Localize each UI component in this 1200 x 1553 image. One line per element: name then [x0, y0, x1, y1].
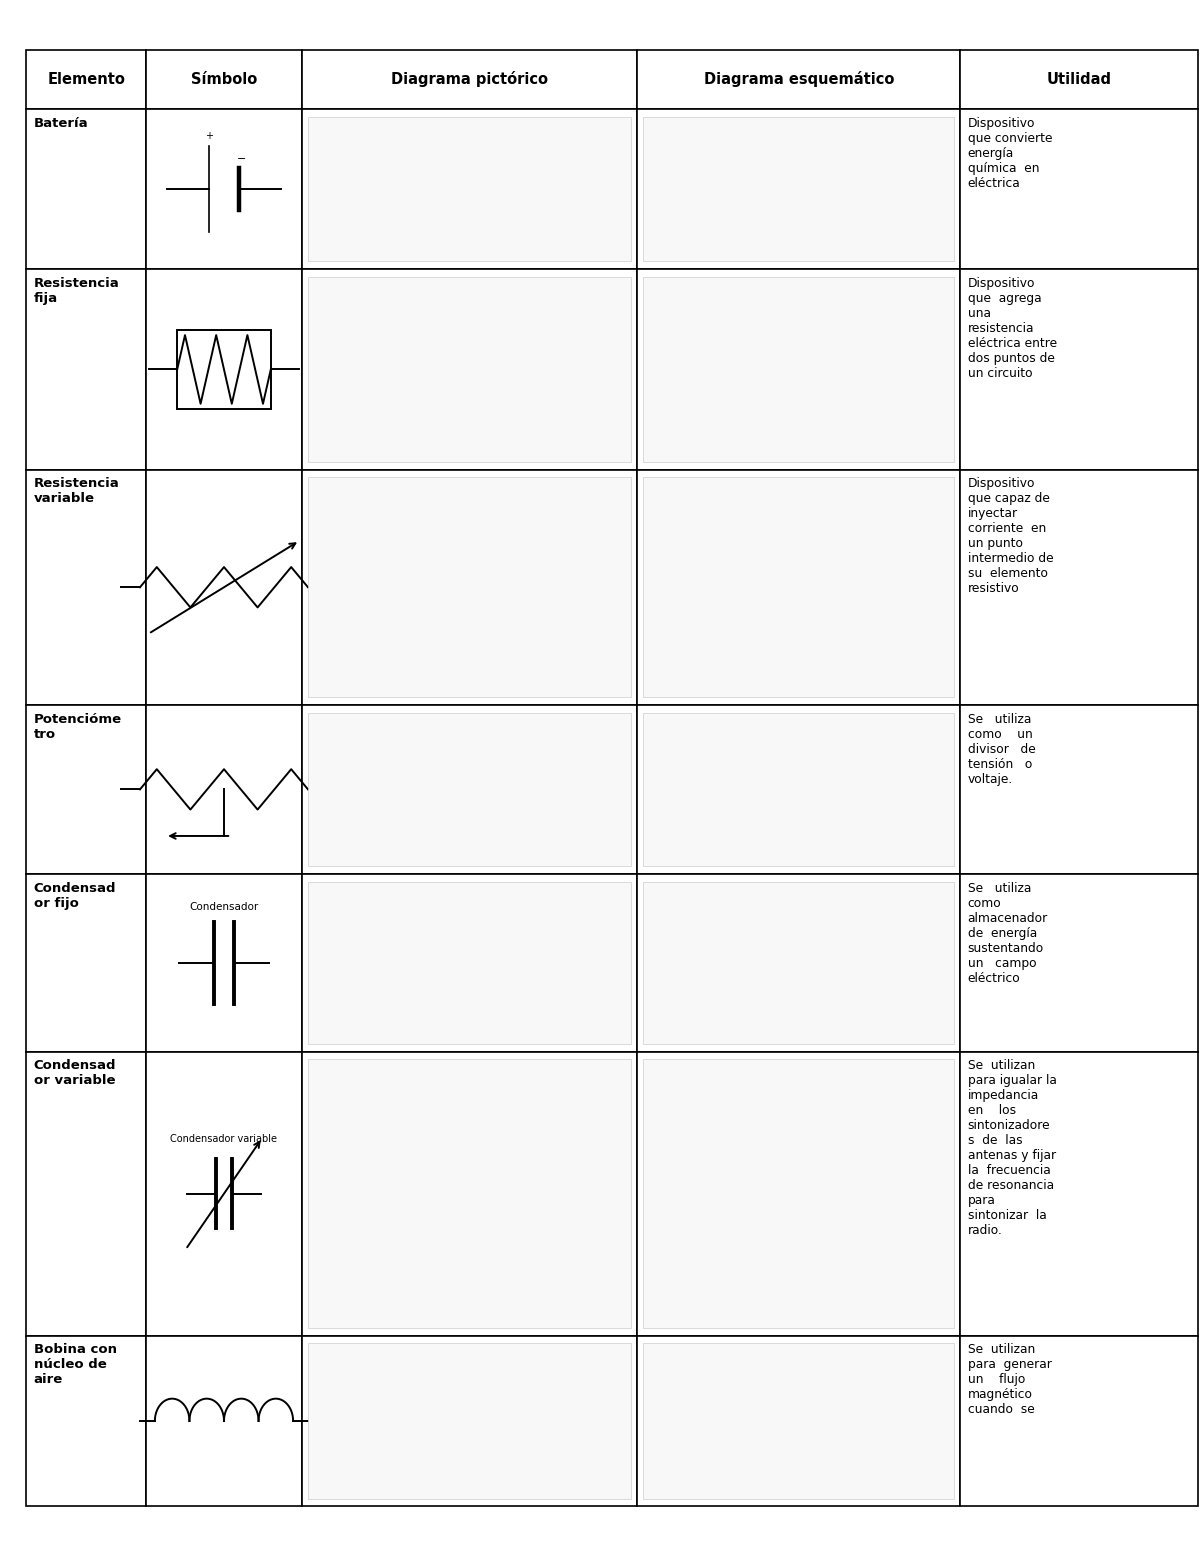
Bar — [26, 50, 146, 109]
Bar — [302, 874, 637, 1051]
Bar — [637, 1336, 960, 1506]
Bar — [308, 477, 631, 697]
Bar — [643, 882, 954, 1044]
Bar — [146, 269, 302, 469]
Bar — [302, 469, 637, 705]
Text: Se  utilizan
para  generar
un    flujo
magnético
cuando  se: Se utilizan para generar un flujo magnét… — [967, 1343, 1051, 1416]
Bar — [643, 276, 954, 461]
Text: −: − — [238, 154, 247, 165]
Text: Diagrama pictórico: Diagrama pictórico — [391, 71, 548, 87]
Bar — [960, 50, 1198, 109]
Bar — [643, 477, 954, 697]
Bar — [26, 469, 146, 705]
Bar — [146, 50, 302, 109]
Text: Utilidad: Utilidad — [1046, 71, 1111, 87]
Bar — [26, 1051, 146, 1336]
Text: Potencióme
tro: Potencióme tro — [34, 713, 121, 741]
Bar — [302, 109, 637, 269]
Text: Dispositivo
que  agrega
una
resistencia
eléctrica entre
dos puntos de
un circuit: Dispositivo que agrega una resistencia e… — [967, 276, 1057, 380]
Bar — [637, 874, 960, 1051]
Bar — [308, 713, 631, 867]
Text: Se   utiliza
como    un
divisor   de
tensión   o
voltaje.: Se utiliza como un divisor de tensión o … — [967, 713, 1036, 786]
Bar — [960, 1051, 1198, 1336]
Bar — [178, 329, 271, 408]
Bar — [308, 276, 631, 461]
Bar — [146, 469, 302, 705]
Bar — [643, 1059, 954, 1328]
Bar — [146, 705, 302, 874]
Bar — [308, 1059, 631, 1328]
Bar — [960, 874, 1198, 1051]
Bar — [308, 116, 631, 261]
Bar — [302, 705, 637, 874]
Bar — [643, 713, 954, 867]
Bar — [960, 1336, 1198, 1506]
Bar — [960, 469, 1198, 705]
Bar — [308, 882, 631, 1044]
Bar — [146, 1336, 302, 1506]
Bar — [26, 874, 146, 1051]
Text: Condensad
or variable: Condensad or variable — [34, 1059, 116, 1087]
Text: Dispositivo
que capaz de
inyectar
corriente  en
un punto
intermedio de
su  eleme: Dispositivo que capaz de inyectar corrie… — [967, 477, 1054, 595]
Text: Símbolo: Símbolo — [191, 71, 257, 87]
Text: Condensador: Condensador — [190, 902, 259, 913]
Bar — [302, 269, 637, 469]
Bar — [643, 116, 954, 261]
Bar — [146, 1051, 302, 1336]
Text: Resistencia
fija: Resistencia fija — [34, 276, 119, 304]
Text: Dispositivo
que convierte
energía
química  en
eléctrica: Dispositivo que convierte energía químic… — [967, 116, 1052, 189]
Bar — [26, 269, 146, 469]
Text: Bobina con
núcleo de
aire: Bobina con núcleo de aire — [34, 1343, 116, 1387]
Bar — [26, 109, 146, 269]
Bar — [643, 1343, 954, 1499]
Bar — [302, 1336, 637, 1506]
Bar — [960, 705, 1198, 874]
Text: Se  utilizan
para igualar la
impedancia
en    los
sintonizadore
s  de  las
anten: Se utilizan para igualar la impedancia e… — [967, 1059, 1056, 1238]
Bar — [960, 269, 1198, 469]
Bar — [637, 1051, 960, 1336]
Bar — [637, 50, 960, 109]
Bar — [146, 874, 302, 1051]
Text: +: + — [205, 130, 212, 141]
Bar — [302, 1051, 637, 1336]
Bar — [637, 109, 960, 269]
Bar — [637, 469, 960, 705]
Bar — [308, 1343, 631, 1499]
Text: Diagrama esquemático: Diagrama esquemático — [703, 71, 894, 87]
Bar — [146, 109, 302, 269]
Bar — [26, 1336, 146, 1506]
Text: Batería: Batería — [34, 116, 89, 130]
Bar — [302, 50, 637, 109]
Bar — [637, 269, 960, 469]
Text: Elemento: Elemento — [47, 71, 125, 87]
Text: Condensad
or fijo: Condensad or fijo — [34, 882, 116, 910]
Text: Resistencia
variable: Resistencia variable — [34, 477, 119, 505]
Bar — [960, 109, 1198, 269]
Bar — [26, 705, 146, 874]
Bar — [637, 705, 960, 874]
Text: Se   utiliza
como
almacenador
de  energía
sustentando
un   campo
eléctrico: Se utiliza como almacenador de energía s… — [967, 882, 1048, 985]
Text: Condensador variable: Condensador variable — [170, 1134, 277, 1145]
